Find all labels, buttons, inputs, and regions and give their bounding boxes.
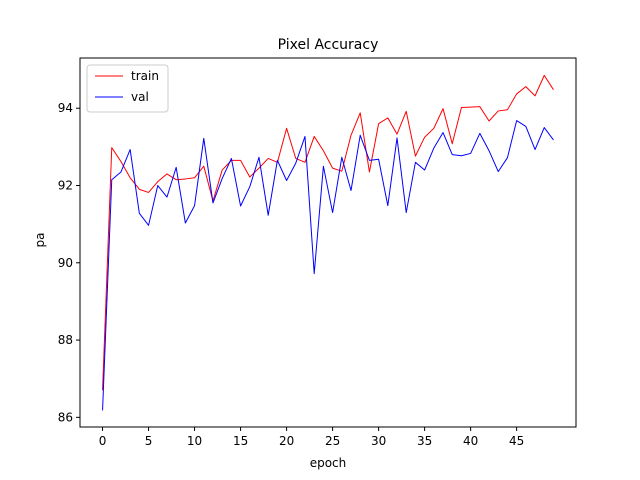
y-tick-label: 86 [58, 410, 73, 424]
x-tick-label: 15 [233, 434, 248, 448]
x-tick-label: 5 [145, 434, 153, 448]
x-tick-label: 20 [279, 434, 294, 448]
x-tick-label: 25 [325, 434, 340, 448]
x-tick-label: 30 [371, 434, 386, 448]
series-layer [102, 74, 554, 411]
legend-box [86, 64, 169, 113]
y-tick-label: 88 [58, 333, 73, 347]
series-line-train [102, 74, 554, 391]
x-tick-label: 0 [99, 434, 107, 448]
x-tick-label: 45 [509, 434, 524, 448]
series-line-val [102, 120, 554, 411]
y-tick-label: 92 [58, 179, 73, 193]
y-tick-label: 90 [58, 256, 73, 270]
plot-frame [79, 57, 577, 428]
chart-title: Pixel Accuracy [278, 37, 379, 53]
y-axis-label: pa [33, 233, 47, 248]
x-axis-label: epoch [310, 456, 347, 470]
x-tick-label: 35 [417, 434, 432, 448]
legend-label-train: train [131, 69, 159, 83]
y-tick-label: 94 [58, 101, 73, 115]
legend-label-val: val [131, 90, 149, 104]
x-tick-label: 10 [187, 434, 202, 448]
legend: train val [86, 64, 169, 113]
ticks-layer: 0 5 10 15 20 25 30 35 40 45 86 88 90 92 94 [58, 101, 525, 448]
x-tick-label: 40 [463, 434, 478, 448]
